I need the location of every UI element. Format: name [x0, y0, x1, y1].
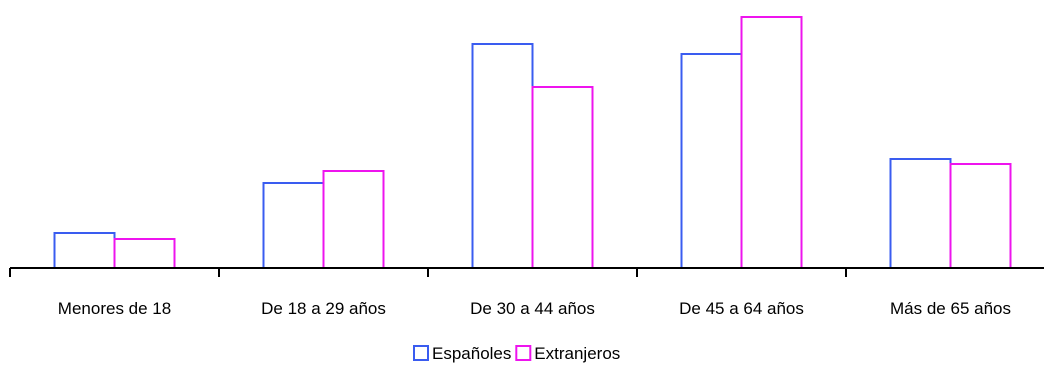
legend-label: Españoles [432, 344, 511, 363]
x-tick-label: De 18 a 29 años [261, 299, 386, 318]
legend: Españoles Extranjeros [413, 344, 620, 363]
bar-espanoles-0 [53, 232, 116, 269]
bar-extranjeros-4 [949, 163, 1012, 269]
bar-espanoles-1 [262, 182, 325, 269]
legend-swatch [413, 345, 429, 361]
bar-espanoles-2 [471, 43, 534, 269]
x-tick-label: De 45 a 64 años [679, 299, 804, 318]
bar-extranjeros-3 [740, 16, 803, 269]
bars-layer [53, 16, 1012, 269]
bar-extranjeros-0 [113, 238, 176, 269]
x-axis [9, 267, 1044, 277]
legend-swatch [515, 345, 532, 361]
legend-label: Extranjeros [534, 344, 620, 363]
x-tick-label: De 30 a 44 años [470, 299, 595, 318]
x-tick-labels: Menores de 18 De 18 a 29 años De 30 a 44 a… [58, 299, 1011, 318]
bar-extranjeros-2 [531, 86, 594, 269]
x-tick-label: Menores de 18 [58, 299, 171, 318]
bar-espanoles-3 [680, 53, 743, 269]
legend-item-extranjeros: Extranjeros [515, 344, 620, 363]
bar-extranjeros-1 [322, 170, 385, 269]
bar-espanoles-4 [889, 158, 952, 269]
legend-item-espanoles: Españoles [413, 344, 511, 363]
x-tick-label: Más de 65 años [890, 299, 1011, 318]
